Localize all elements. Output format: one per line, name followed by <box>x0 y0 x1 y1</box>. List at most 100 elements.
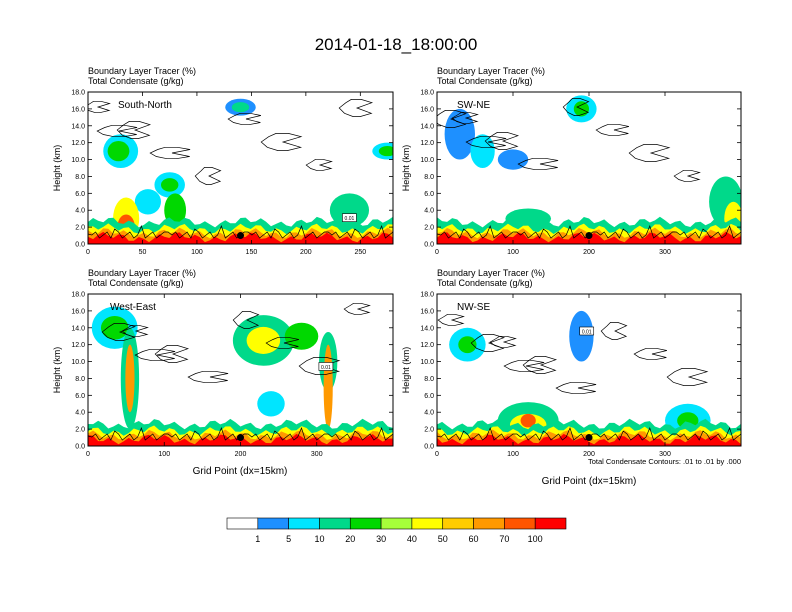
contour-line <box>154 345 190 363</box>
x-tick-label: 50 <box>139 249 147 256</box>
y-tick-label: 0.0 <box>424 242 434 249</box>
panel-label: West-East <box>110 302 156 313</box>
colorbar-label: 50 <box>438 534 448 544</box>
y-axis: 0.0 2.0 4.0 6.0 8.0 10.0 12.0 14.0 16.0 18.0 <box>71 90 393 249</box>
x-tick-label: 200 <box>235 451 247 458</box>
panel-title-condensate: Total Condensate (g/kg) <box>88 278 184 288</box>
y-tick-label: 4.0 <box>75 208 85 215</box>
panel-label: South-North <box>118 100 172 111</box>
filled-field: 0.01 <box>88 302 393 446</box>
x-tick-label: 100 <box>158 451 170 458</box>
contour-line <box>116 121 152 139</box>
contour-line <box>134 348 176 362</box>
x-tick-label: 300 <box>311 451 323 458</box>
panel-title-tracer: Boundary Layer Tracer (%) <box>437 268 545 278</box>
y-tick-label: 0.0 <box>75 242 85 249</box>
contour-label: 0.01 <box>345 216 355 222</box>
tracer-field-blob <box>246 326 281 354</box>
x-axis: 0 100 200 300 <box>435 92 671 256</box>
x-tick-label: 0 <box>435 451 439 458</box>
contour-line <box>232 311 260 329</box>
panel-title-tracer: Boundary Layer Tracer (%) <box>437 66 545 76</box>
x-tick-label: 250 <box>354 249 366 256</box>
contour-line <box>451 111 479 125</box>
tracer-field-blob <box>160 178 179 192</box>
panel-title-tracer: Boundary Layer Tracer (%) <box>88 66 196 76</box>
tracer-field-blob <box>444 108 475 160</box>
location-marker <box>585 232 593 240</box>
y-tick-label: 18.0 <box>420 292 434 299</box>
tracer-field-blob <box>100 315 129 340</box>
filled-field: 0.01 <box>88 98 393 244</box>
panel-title-condensate: Total Condensate (g/kg) <box>88 76 184 86</box>
panel-south-north: Boundary Layer Tracer (%) Total Condensa… <box>52 66 394 256</box>
colorbar: 1 5 10 20 30 40 50 60 70 100 <box>226 517 567 544</box>
panel-title-condensate: Total Condensate (g/kg) <box>437 76 533 86</box>
y-tick-label: 8.0 <box>75 174 85 181</box>
contour-line <box>187 370 229 384</box>
y-tick-label: 2.0 <box>424 427 434 434</box>
y-tick-label: 2.0 <box>75 225 85 232</box>
y-tick-label: 4.0 <box>424 410 434 417</box>
x-tick-label: 0 <box>435 249 439 256</box>
y-tick-label: 10.0 <box>420 359 434 366</box>
y-tick-label: 10.0 <box>420 157 434 164</box>
contour-line <box>88 100 111 114</box>
y-tick-label: 8.0 <box>424 376 434 383</box>
tracer-field-blob <box>470 134 495 168</box>
colorbar-swatch <box>349 517 382 530</box>
location-marker <box>585 434 593 442</box>
colorbar-label: 30 <box>376 534 386 544</box>
contour-label-box <box>579 326 595 336</box>
x-tick-label: 150 <box>246 249 258 256</box>
contour-line <box>503 359 545 373</box>
tracer-field-blob <box>257 391 285 417</box>
colorbar-label: 5 <box>286 534 291 544</box>
y-tick-label: 18.0 <box>71 292 85 299</box>
colorbar-label: 100 <box>528 534 543 544</box>
contour-line <box>149 146 191 160</box>
tracer-field-blob <box>134 189 161 215</box>
y-axis-label: Height (km) <box>52 145 62 192</box>
contour-line <box>227 112 261 126</box>
contour-line <box>489 335 517 349</box>
contour-label-box <box>318 362 334 371</box>
contour-line <box>673 169 701 183</box>
x-tick-label: 100 <box>191 249 203 256</box>
y-tick-label: 16.0 <box>71 106 85 113</box>
colorbar-swatch <box>411 517 444 530</box>
y-tick-label: 14.0 <box>420 123 434 130</box>
x-axis: 0 100 200 300 <box>435 294 671 458</box>
x-tick-label: 300 <box>659 249 671 256</box>
panel-label: NW-SE <box>457 302 490 313</box>
tracer-field-blob <box>284 322 319 350</box>
field-area: 0.01 <box>88 302 393 446</box>
tracer-field-blob <box>125 344 135 413</box>
colorbar-label: 20 <box>345 534 355 544</box>
field-area <box>437 95 741 244</box>
colorbar-label: 60 <box>469 534 479 544</box>
y-tick-label: 12.0 <box>71 342 85 349</box>
colorbar-swatch <box>534 517 567 530</box>
contour-line <box>343 302 371 316</box>
figure-title: 2014-01-18_18:00:00 <box>315 35 478 54</box>
y-tick-label: 10.0 <box>71 359 85 366</box>
contour-line <box>96 124 138 138</box>
tracer-field-blob <box>520 413 536 428</box>
filled-field: 0.01 <box>437 310 741 446</box>
x-tick-label: 200 <box>583 249 595 256</box>
y-tick-label: 12.0 <box>71 140 85 147</box>
x-axis-label: Grid Point (dx=15km) <box>193 466 288 477</box>
y-tick-label: 14.0 <box>420 325 434 332</box>
colorbar-label: 10 <box>314 534 324 544</box>
y-tick-label: 10.0 <box>71 157 85 164</box>
y-tick-label: 6.0 <box>424 191 434 198</box>
y-tick-label: 6.0 <box>75 191 85 198</box>
x-tick-label: 200 <box>300 249 312 256</box>
y-tick-label: 4.0 <box>75 410 85 417</box>
field-area: 0.01 <box>88 98 393 244</box>
y-tick-label: 8.0 <box>75 376 85 383</box>
contour-line <box>437 313 465 327</box>
y-tick-label: 12.0 <box>420 140 434 147</box>
